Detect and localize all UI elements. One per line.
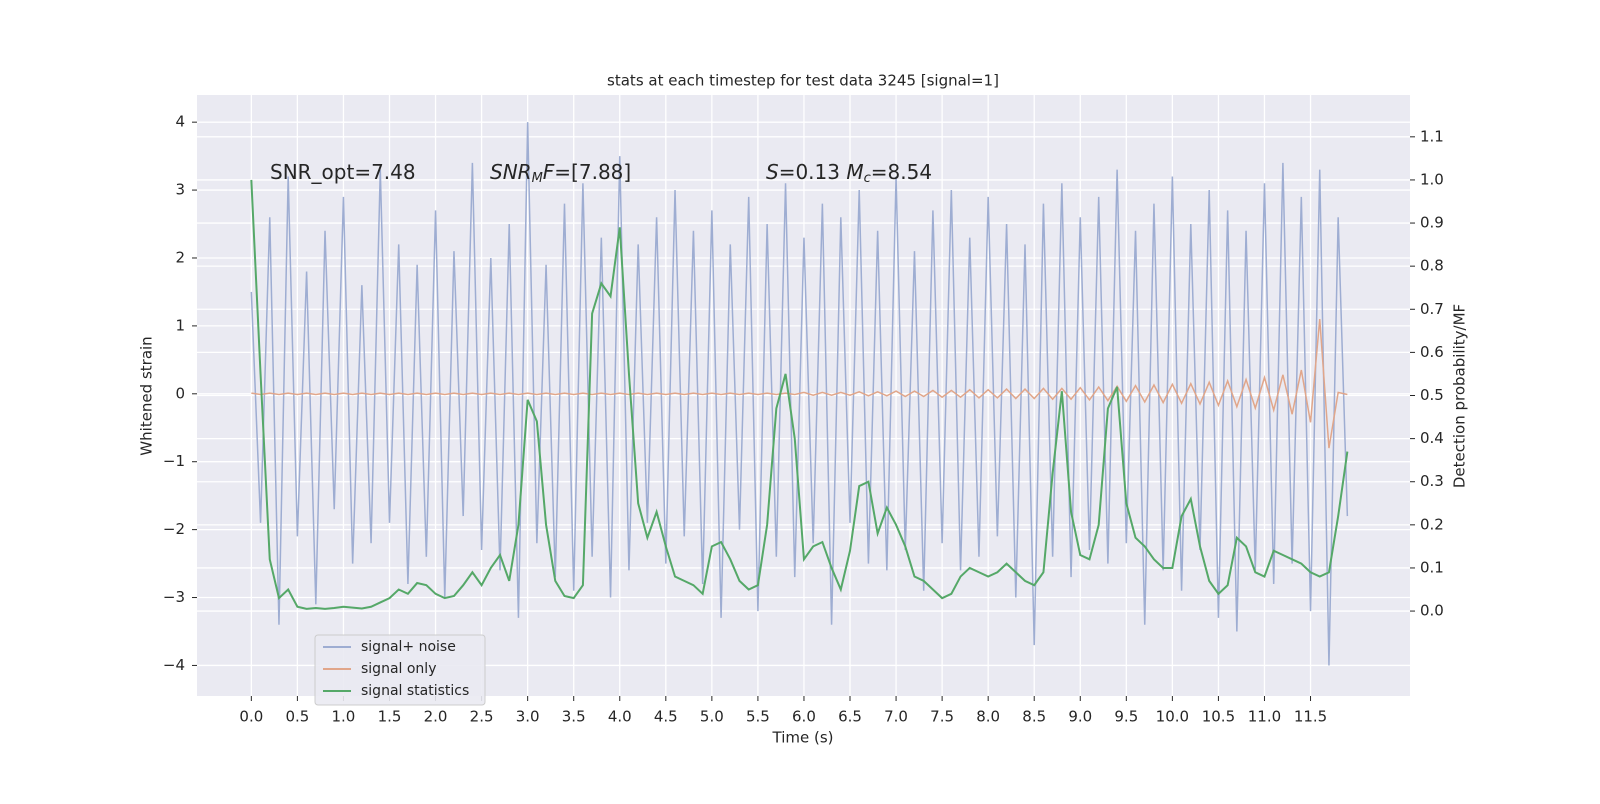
legend-box bbox=[314, 634, 486, 706]
legend-label: signal+ noise bbox=[361, 639, 456, 655]
series-line bbox=[250, 179, 1349, 610]
y2-tick-label: 0.7 bbox=[1420, 300, 1444, 318]
annotation-part: SNR_opt=7.48 bbox=[270, 160, 416, 184]
annotation-part: =0.13 bbox=[779, 160, 847, 184]
annotation-part: SNR bbox=[490, 160, 532, 184]
x-tick-label: 9.0 bbox=[1068, 708, 1092, 726]
x-tick-label: 10.5 bbox=[1202, 708, 1235, 726]
x-tick-label: 11.0 bbox=[1248, 708, 1281, 726]
annotation-part: =8.54 bbox=[871, 160, 932, 184]
x-tick-label: 7.5 bbox=[930, 708, 954, 726]
y2-tick-label: 0.1 bbox=[1420, 558, 1444, 576]
x-tick-label: 1.0 bbox=[332, 708, 356, 726]
annotation: S=0.13 Mc=8.54 bbox=[766, 160, 932, 186]
legend-label: signal only bbox=[361, 661, 436, 677]
annotation: SNRMF=[7.88] bbox=[490, 160, 631, 186]
x-tick-label: 1.5 bbox=[378, 708, 402, 726]
annotation-part: =[7.88] bbox=[554, 160, 631, 184]
x-tick-label: 5.5 bbox=[746, 708, 770, 726]
x-tick-label: 0.5 bbox=[285, 708, 309, 726]
legend-label: signal statistics bbox=[361, 683, 469, 699]
series-line bbox=[251, 319, 1348, 449]
chart-title: stats at each timestep for test data 324… bbox=[607, 72, 999, 90]
x-tick-label: 2.0 bbox=[424, 708, 448, 726]
x-tick-label: 0.0 bbox=[239, 708, 263, 726]
annotation-part: M bbox=[846, 160, 863, 184]
x-tick-label: 7.0 bbox=[884, 708, 908, 726]
x-axis-label: Time (s) bbox=[772, 729, 834, 747]
y-tick-label: 2 bbox=[175, 248, 185, 266]
x-tick-label: 4.5 bbox=[654, 708, 678, 726]
y-tick-label: 4 bbox=[175, 113, 185, 131]
x-tick-label: 4.0 bbox=[608, 708, 632, 726]
x-tick-label: 9.5 bbox=[1114, 708, 1138, 726]
y-axis-label: Whitened strain bbox=[138, 336, 156, 455]
y2-tick-label: 0.9 bbox=[1420, 214, 1444, 232]
annotation-part: c bbox=[864, 171, 871, 186]
y2-tick-label: 0.4 bbox=[1420, 429, 1444, 447]
y2-tick-label: 0.6 bbox=[1420, 343, 1444, 361]
y-tick-label: −2 bbox=[163, 520, 185, 538]
y2-tick-label: 0.0 bbox=[1420, 602, 1444, 620]
y-tick-label: 3 bbox=[175, 181, 185, 199]
x-tick-label: 8.5 bbox=[1022, 708, 1046, 726]
y2-axis-label: Detection probability/MF bbox=[1451, 304, 1469, 488]
x-tick-label: 2.5 bbox=[470, 708, 494, 726]
annotation-part: S bbox=[766, 160, 779, 184]
y2-tick-label: 0.2 bbox=[1420, 515, 1444, 533]
y2-tick-label: 0.8 bbox=[1420, 257, 1444, 275]
y2-tick-label: 1.0 bbox=[1420, 170, 1444, 188]
x-tick-label: 6.5 bbox=[838, 708, 862, 726]
x-tick-label: 11.5 bbox=[1294, 708, 1327, 726]
x-tick-label: 5.0 bbox=[700, 708, 724, 726]
x-tick-label: 10.0 bbox=[1156, 708, 1189, 726]
y2-tick-label: 1.1 bbox=[1420, 127, 1444, 145]
y2-tick-label: 0.5 bbox=[1420, 386, 1444, 404]
y-tick-label: −4 bbox=[163, 656, 185, 674]
y2-tick-label: 0.3 bbox=[1420, 472, 1444, 490]
y-tick-label: −1 bbox=[163, 452, 185, 470]
x-tick-label: 6.0 bbox=[792, 708, 816, 726]
annotation: SNR_opt=7.48 bbox=[270, 160, 416, 184]
y-tick-label: 1 bbox=[175, 316, 185, 334]
annotation-part: F bbox=[543, 160, 555, 184]
x-tick-label: 8.0 bbox=[976, 708, 1000, 726]
x-tick-label: 3.0 bbox=[516, 708, 540, 726]
y-tick-label: −3 bbox=[163, 588, 185, 606]
y-tick-label: 0 bbox=[175, 384, 185, 402]
x-tick-label: 3.5 bbox=[562, 708, 586, 726]
annotation-part: M bbox=[532, 171, 543, 186]
series-line bbox=[250, 122, 1349, 666]
